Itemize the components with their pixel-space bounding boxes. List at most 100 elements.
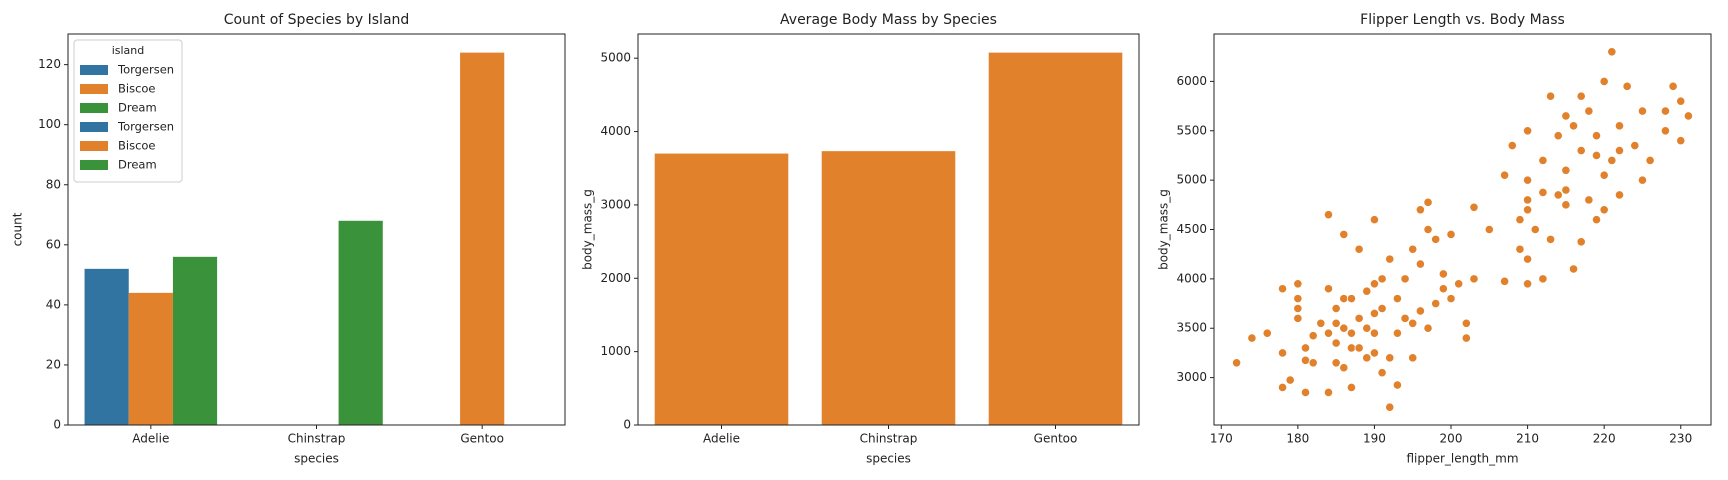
point — [1545, 234, 1556, 244]
point — [1300, 387, 1311, 398]
point — [1331, 303, 1341, 314]
point — [1584, 106, 1594, 116]
chart-title: Count of Species by Island — [224, 12, 410, 28]
point — [1622, 81, 1632, 91]
point — [1400, 313, 1410, 323]
point — [1500, 276, 1510, 286]
point — [1300, 355, 1311, 365]
x-tick-label: Gentoo — [460, 432, 504, 446]
point — [1591, 131, 1602, 141]
point — [1323, 387, 1334, 398]
point — [1408, 244, 1418, 254]
point — [1522, 254, 1533, 264]
point — [1561, 200, 1571, 210]
point — [1461, 318, 1471, 328]
point — [1522, 175, 1533, 185]
y-tick-label: 5000 — [1176, 173, 1207, 187]
y-axis-label: count — [11, 212, 25, 246]
point — [1599, 170, 1609, 180]
point — [1392, 294, 1403, 304]
subplot: Count of Species by Island species count 0 2… — [11, 12, 566, 466]
point — [1308, 358, 1318, 368]
point — [1362, 353, 1372, 363]
point — [1461, 333, 1471, 343]
point — [1522, 279, 1533, 289]
point — [1614, 145, 1625, 156]
chart-title: Average Body Mass by Species — [780, 12, 997, 28]
axes-frame — [1213, 33, 1712, 426]
y-tick-label: 4000 — [1176, 271, 1207, 285]
legend-swatch — [80, 160, 108, 170]
y-tick-label: 0 — [53, 418, 61, 432]
point — [1354, 244, 1364, 254]
point — [1630, 140, 1640, 151]
point — [1576, 145, 1586, 156]
y-tick-label: 3000 — [1176, 370, 1207, 384]
point — [1637, 106, 1648, 116]
point — [1591, 150, 1602, 161]
point — [1346, 294, 1357, 304]
point — [1561, 185, 1571, 195]
point — [1599, 76, 1609, 86]
bar — [128, 292, 173, 425]
y-tick-label: 120 — [38, 57, 61, 71]
point — [1522, 195, 1533, 205]
point — [1415, 306, 1425, 316]
x-tick-label: Gentoo — [1034, 432, 1078, 446]
point — [1385, 254, 1395, 264]
point — [1660, 126, 1671, 136]
y-tick-label: 0 — [623, 418, 631, 432]
point — [1262, 328, 1272, 338]
point — [1614, 121, 1625, 131]
x-tick-label: 220 — [1593, 432, 1616, 446]
point — [1346, 328, 1357, 338]
point — [1339, 294, 1349, 304]
point — [1645, 155, 1655, 165]
x-tick-label: 230 — [1669, 432, 1692, 446]
chart-title: Flipper Length vs. Body Mass — [1360, 12, 1565, 28]
x-tick-label: Chinstrap — [288, 432, 346, 446]
point — [1408, 318, 1418, 328]
point — [1438, 284, 1448, 294]
y-axis-label: body_mass_g — [581, 189, 595, 270]
point — [1369, 348, 1380, 358]
x-tick-label: Adelie — [132, 432, 169, 446]
bar — [821, 151, 956, 425]
point — [1522, 205, 1533, 215]
point — [1576, 237, 1586, 247]
y-tick-label: 40 — [46, 297, 61, 311]
y-tick-label: 80 — [46, 177, 61, 191]
point — [1469, 274, 1479, 284]
legend: island Torgersen Biscoe Dream Torgersen Bisco… — [73, 39, 183, 183]
point — [1660, 106, 1671, 116]
point — [1308, 331, 1318, 341]
point — [1346, 343, 1357, 353]
legend-swatch — [80, 103, 108, 113]
point — [1469, 202, 1479, 212]
x-tick-label: 200 — [1440, 432, 1463, 446]
point — [1369, 308, 1380, 319]
point — [1423, 224, 1433, 235]
legend-label: Biscoe — [118, 139, 156, 153]
legend-swatch — [80, 141, 108, 151]
legend-swatch — [80, 65, 108, 75]
point — [1454, 279, 1464, 289]
point — [1277, 382, 1288, 393]
point — [1331, 338, 1341, 348]
y-tick-label: 4000 — [600, 124, 631, 138]
point — [1323, 210, 1334, 220]
point — [1369, 279, 1380, 289]
y-tick-label: 2000 — [600, 271, 631, 285]
point — [1339, 363, 1349, 373]
point — [1369, 328, 1380, 338]
point — [1339, 323, 1349, 333]
axes-frame — [637, 33, 1140, 426]
point — [1676, 96, 1686, 106]
point — [1346, 382, 1357, 393]
y-tick-label: 20 — [46, 357, 61, 371]
point — [1614, 190, 1625, 200]
point — [1561, 111, 1571, 121]
point — [1500, 170, 1510, 180]
axes-frame — [67, 33, 566, 426]
bar — [84, 268, 129, 425]
